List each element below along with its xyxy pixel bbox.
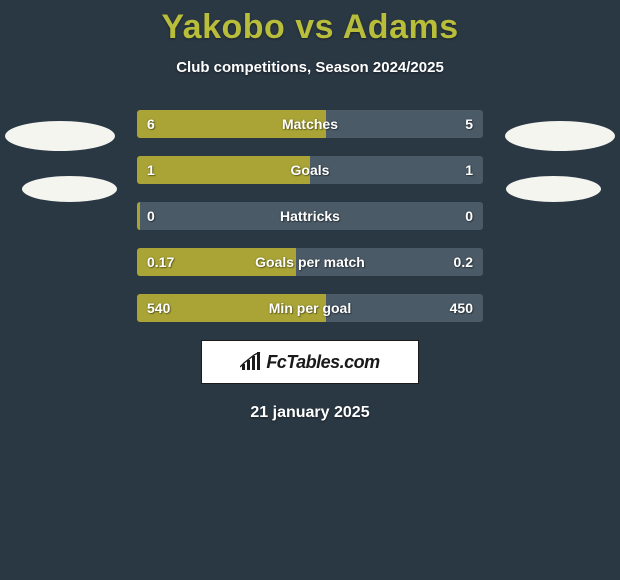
- stat-value-left: 1: [147, 162, 155, 178]
- stat-row: 0.17 0.2 Goals per match: [137, 248, 483, 276]
- decor-ellipse-top-right: [505, 121, 615, 151]
- subtitle: Club competitions, Season 2024/2025: [0, 59, 620, 76]
- stat-value-left: 0: [147, 208, 155, 224]
- stat-row: 6 5 Matches: [137, 110, 483, 138]
- stat-value-right: 0.2: [454, 254, 473, 270]
- decor-ellipse-bottom-left: [22, 176, 117, 202]
- stat-value-right: 1: [465, 162, 473, 178]
- stat-row: 540 450 Min per goal: [137, 294, 483, 322]
- stat-bars: 6 5 Matches 1 1 Goals 0 0 Hattricks 0.17 0.2 Goals …: [137, 110, 483, 322]
- logo: FcTables.com: [240, 352, 379, 373]
- stat-value-left: 540: [147, 300, 170, 316]
- chart-icon: [240, 352, 262, 372]
- page-title: Yakobo vs Adams: [0, 0, 620, 47]
- stat-value-right: 5: [465, 116, 473, 132]
- stat-value-right: 0: [465, 208, 473, 224]
- stat-label: Min per goal: [269, 300, 351, 316]
- decor-ellipse-top-left: [5, 121, 115, 151]
- stat-bar-right: [326, 110, 483, 138]
- stat-label: Hattricks: [280, 208, 340, 224]
- stat-value-left: 0.17: [147, 254, 174, 270]
- stat-value-right: 450: [450, 300, 473, 316]
- stat-label: Matches: [282, 116, 338, 132]
- stat-label: Goals: [291, 162, 330, 178]
- decor-ellipse-bottom-right: [506, 176, 601, 202]
- stat-row: 1 1 Goals: [137, 156, 483, 184]
- stat-label: Goals per match: [255, 254, 365, 270]
- date-text: 21 january 2025: [0, 404, 620, 422]
- stat-value-left: 6: [147, 116, 155, 132]
- stat-bar-right: [310, 156, 483, 184]
- stat-row: 0 0 Hattricks: [137, 202, 483, 230]
- logo-text: FcTables.com: [266, 352, 379, 373]
- logo-box: FcTables.com: [201, 340, 419, 384]
- stat-bar-left: [137, 156, 310, 184]
